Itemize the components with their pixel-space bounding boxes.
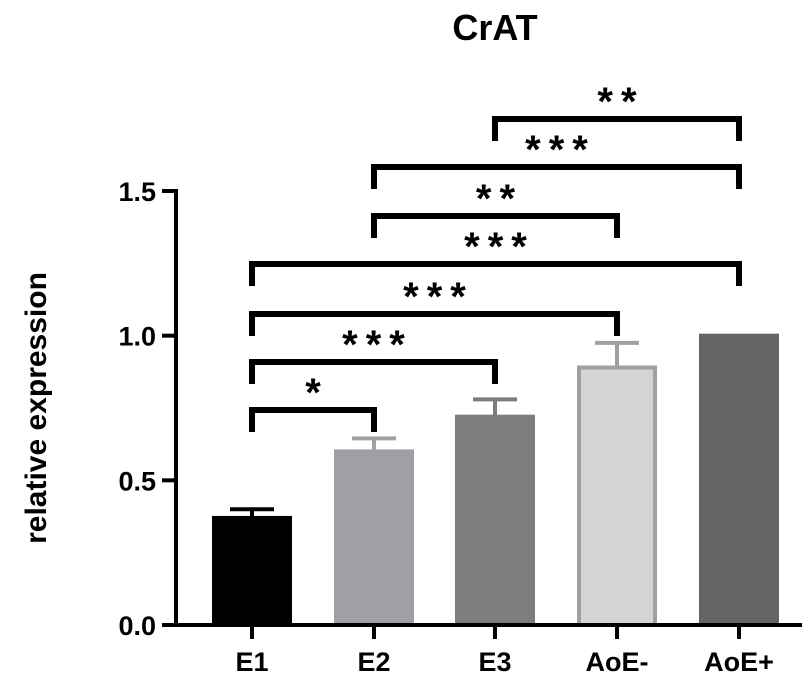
significance-bracket xyxy=(249,359,498,384)
significance-bracket xyxy=(492,116,742,141)
y-tick-label: 1.5 xyxy=(118,177,156,207)
significance-label: * xyxy=(305,371,321,415)
x-tick-label: E2 xyxy=(357,647,390,677)
significance-label: * * xyxy=(476,177,516,221)
y-tick-label: 0.0 xyxy=(118,611,156,641)
bar-e3 xyxy=(455,414,535,627)
y-tick-label: 1.0 xyxy=(118,322,156,352)
bar-aoe xyxy=(577,365,657,627)
error-bar-e3 xyxy=(473,397,517,417)
x-tick-label: E3 xyxy=(478,647,511,677)
significance-bracket xyxy=(249,407,377,432)
significance-label: * * * xyxy=(403,275,466,319)
significance-label: * * * xyxy=(525,128,588,172)
bar-aoe xyxy=(699,333,779,627)
significance-bracket xyxy=(249,311,620,336)
significance-label: * * xyxy=(597,80,637,124)
error-bar-aoe xyxy=(595,340,639,368)
error-bar-e2 xyxy=(352,436,396,452)
error-bar-e1 xyxy=(230,507,274,518)
significance-label: * * * xyxy=(464,225,527,269)
significance-brackets-layer: ** * ** * ** * ** ** * ** * xyxy=(249,80,742,432)
y-tick-label: 0.5 xyxy=(118,466,156,496)
bar-e1 xyxy=(212,515,292,627)
x-tick-label: AoE+ xyxy=(704,647,774,677)
significance-bracket xyxy=(371,213,620,238)
chart-title: CrAT xyxy=(452,7,537,48)
bar-e2 xyxy=(334,449,414,627)
axes-layer: 0.0 0.5 1.0 1.5 E1 E2 E3 AoE- AoE+ xyxy=(118,177,802,677)
significance-bracket xyxy=(249,261,742,286)
significance-label: * * * xyxy=(342,323,405,367)
x-tick-label: E1 xyxy=(235,647,268,677)
significance-bracket xyxy=(371,164,742,189)
error-bars-layer xyxy=(230,340,639,518)
x-tick-label: AoE- xyxy=(586,647,649,677)
y-axis-label: relative expression xyxy=(20,272,53,544)
